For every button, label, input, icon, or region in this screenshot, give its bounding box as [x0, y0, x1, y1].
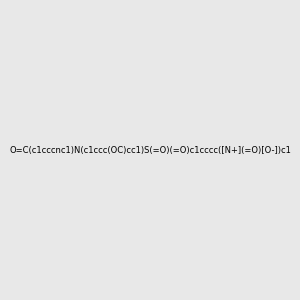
Text: O=C(c1cccnc1)N(c1ccc(OC)cc1)S(=O)(=O)c1cccc([N+](=O)[O-])c1: O=C(c1cccnc1)N(c1ccc(OC)cc1)S(=O)(=O)c1c…: [9, 146, 291, 154]
